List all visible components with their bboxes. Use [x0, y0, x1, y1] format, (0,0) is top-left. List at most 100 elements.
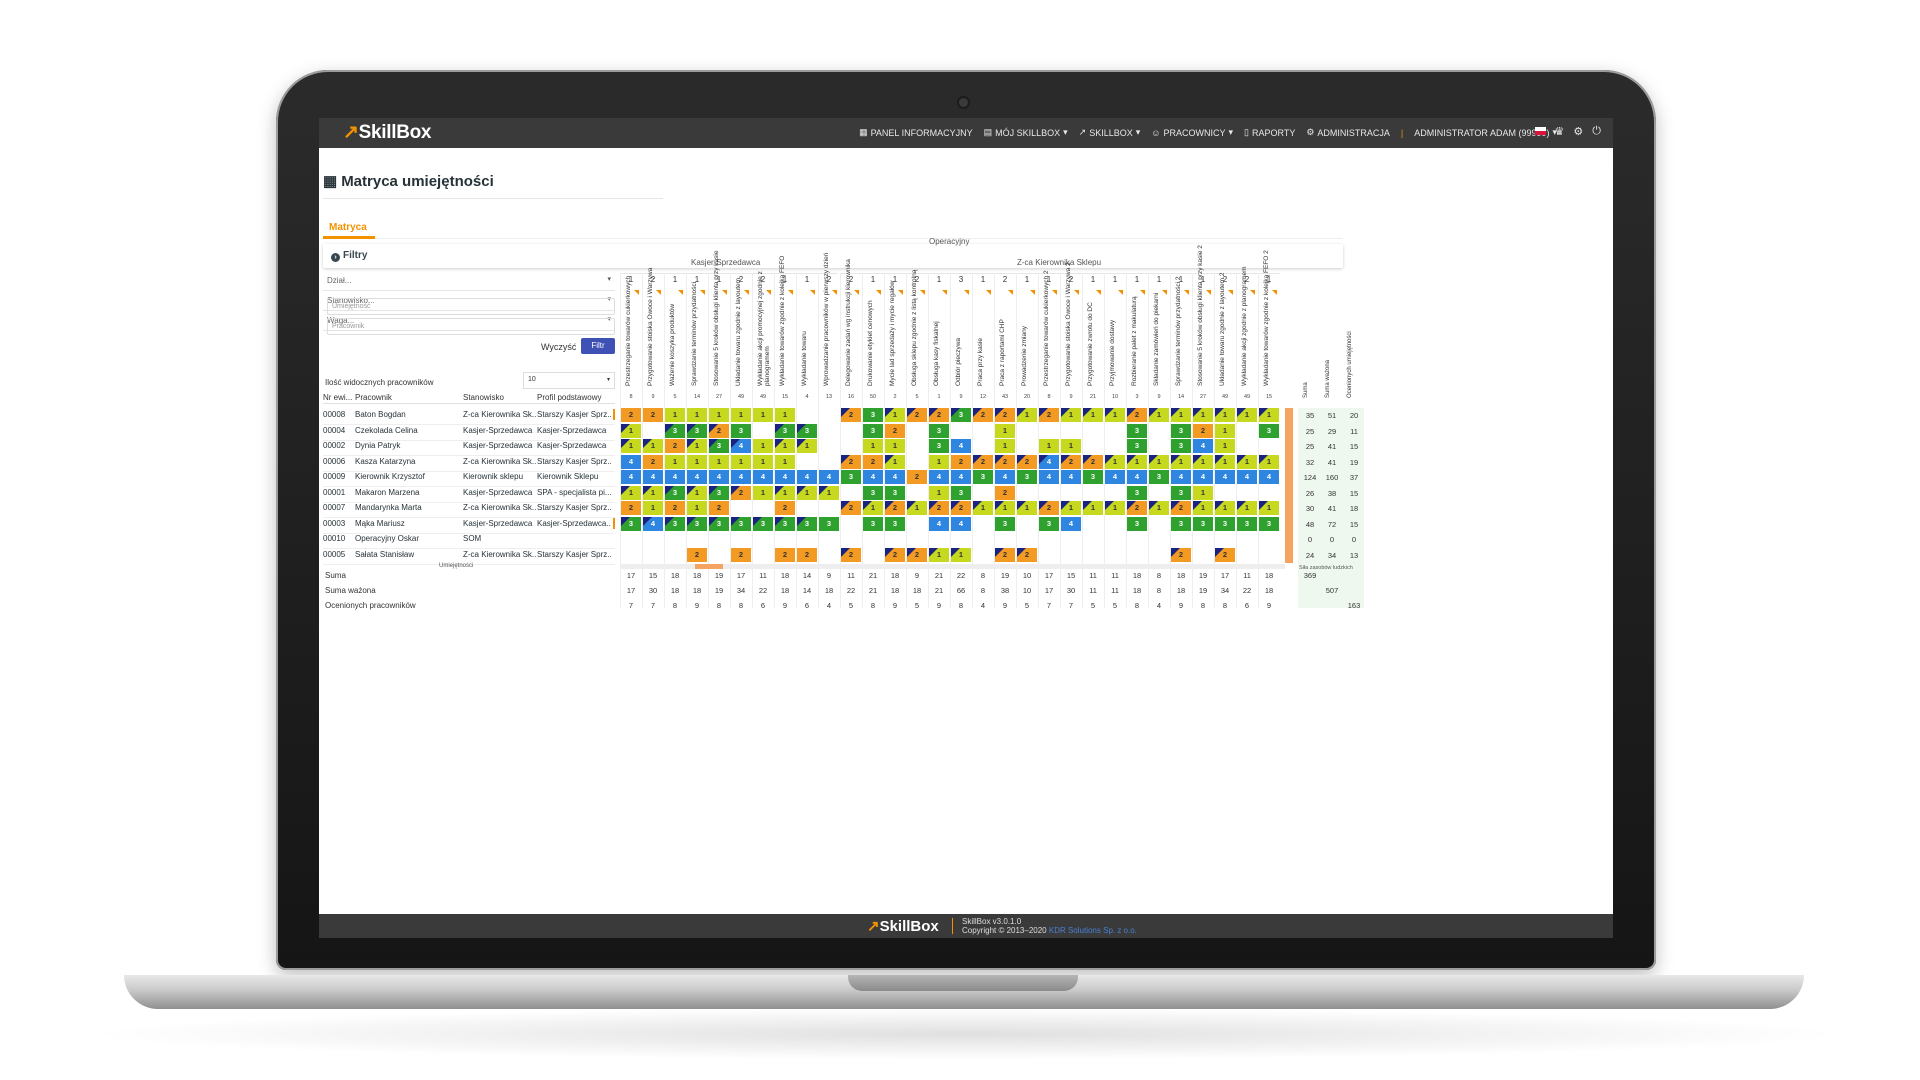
skill-cell[interactable]: 3	[929, 423, 949, 438]
skill-cell[interactable]: 2	[665, 501, 685, 515]
nav-user[interactable]: ADMINISTRATOR ADAM (99999) ▾	[1414, 127, 1557, 138]
skill-cell[interactable]: 3	[687, 516, 707, 531]
skill-cell[interactable]: 4	[1193, 439, 1213, 453]
skill-cell[interactable]: 2	[731, 485, 751, 500]
skill-cell[interactable]: 3	[863, 408, 883, 422]
employee-row[interactable]: 00010 Operacyjny Oskar SOM	[323, 529, 615, 549]
employee-row[interactable]: 00006 Kasza Katarzyna Z-ca Kierownika Sk…	[323, 452, 615, 472]
skill-name[interactable]: Przygotowanie stoiska Owoce i Warzywa 2	[1065, 262, 1072, 386]
clear-button[interactable]: Wyczyść	[541, 342, 577, 352]
skill-name[interactable]: Sprawdzanie terminów przydatności	[691, 281, 698, 386]
skill-cell[interactable]: 3	[775, 423, 795, 438]
skill-cell[interactable]: 1	[1105, 454, 1125, 469]
skill-cell[interactable]: 3	[1193, 516, 1213, 531]
skill-cell[interactable]: 4	[951, 439, 971, 453]
nav-employees[interactable]: ☺ PRACOWNICY ▾	[1151, 127, 1234, 138]
skill-name[interactable]: Przygotowanie stoiska Owoce i Warzywa	[647, 267, 654, 386]
skill-cell[interactable]: 1	[907, 501, 927, 515]
skill-cell[interactable]: 1	[1017, 408, 1037, 422]
header-position[interactable]: Stanowisko	[463, 393, 504, 402]
skillbox-logo[interactable]: ↗SkillBox	[343, 122, 432, 143]
skill-name[interactable]: Przestrzeganie towarów cukierkowych	[625, 275, 632, 386]
skill-cell[interactable]: 2	[1171, 547, 1191, 562]
skill-cell[interactable]: 2	[995, 454, 1015, 469]
skill-cell[interactable]: 3	[863, 485, 883, 500]
skill-cell[interactable]: 3	[665, 423, 685, 438]
skill-cell[interactable]: 1	[929, 485, 949, 500]
skill-cell[interactable]: 4	[1259, 470, 1279, 484]
skill-name[interactable]: Przygotowanie zwrotu do DC	[1087, 302, 1094, 386]
skill-name[interactable]: Sprawdzanie terminów przydatności 2	[1175, 276, 1182, 386]
skill-cell[interactable]: 2	[643, 454, 663, 469]
skill-cell[interactable]: 3	[1171, 439, 1191, 453]
skill-cell[interactable]: 2	[951, 501, 971, 515]
skill-cell[interactable]: 1	[731, 408, 751, 422]
skill-cell[interactable]: 3	[863, 516, 883, 531]
skill-cell[interactable]: 1	[1259, 408, 1279, 422]
skill-cell[interactable]: 1	[995, 423, 1015, 438]
skill-cell[interactable]: 1	[1039, 439, 1059, 453]
skill-cell[interactable]: 2	[841, 408, 861, 422]
skill-cell[interactable]: 1	[885, 408, 905, 422]
skill-cell[interactable]: 3	[1017, 470, 1037, 484]
skill-cell[interactable]: 1	[1193, 408, 1213, 422]
skill-cell[interactable]: 4	[951, 470, 971, 484]
skill-cell[interactable]: 1	[621, 423, 641, 438]
skill-cell[interactable]: 4	[731, 439, 751, 453]
skill-cell[interactable]: 1	[665, 454, 685, 469]
skill-cell[interactable]: 1	[665, 408, 685, 422]
skill-cell[interactable]: 1	[687, 439, 707, 453]
skill-name[interactable]: Praca przy kasie	[977, 337, 984, 386]
skill-cell[interactable]: 1	[995, 439, 1015, 453]
skill-cell[interactable]: 2	[929, 408, 949, 422]
skill-cell[interactable]: 1	[1171, 454, 1191, 469]
skill-cell[interactable]: 3	[1083, 470, 1103, 484]
skill-cell[interactable]: 4	[753, 470, 773, 484]
skill-cell[interactable]: 3	[621, 516, 641, 531]
skill-name[interactable]: Stosowanie 5 kroków obsługi klienta przy…	[1197, 245, 1204, 386]
header-profile[interactable]: Profil podstawowy	[537, 393, 602, 402]
skill-cell[interactable]: 3	[709, 485, 729, 500]
nav-my-skillbox[interactable]: ▤ MÓJ SKILLBOX ▾	[983, 127, 1068, 138]
skill-name[interactable]: Przestrzeganie towarów cukierkowych 2	[1043, 270, 1050, 386]
skill-cell[interactable]: 3	[863, 423, 883, 438]
skill-cell[interactable]: 1	[819, 485, 839, 500]
skill-cell[interactable]: 1	[929, 454, 949, 469]
skill-name[interactable]: Prowadzenie zmiany	[1021, 326, 1028, 386]
skill-cell[interactable]: 3	[995, 516, 1015, 531]
skill-cell[interactable]: 2	[995, 547, 1015, 562]
skill-cell[interactable]: 2	[841, 547, 861, 562]
skill-cell[interactable]: 2	[995, 485, 1015, 500]
skill-cell[interactable]: 1	[1149, 501, 1169, 515]
skill-cell[interactable]: 2	[885, 547, 905, 562]
skill-cell[interactable]: 4	[643, 516, 663, 531]
skill-cell[interactable]: 3	[841, 470, 861, 484]
skill-name[interactable]: Wykładanie towarów zgodnie z kolejką FEF…	[779, 255, 786, 386]
skill-cell[interactable]: 4	[1171, 470, 1191, 484]
skill-cell[interactable]: 4	[643, 470, 663, 484]
skill-cell[interactable]: 3	[665, 485, 685, 500]
skill-cell[interactable]: 1	[973, 501, 993, 515]
tab-matryca[interactable]: Matryca	[329, 222, 367, 233]
skill-cell[interactable]: 2	[973, 408, 993, 422]
skill-cell[interactable]: 1	[1105, 501, 1125, 515]
employee-row[interactable]: 00007 Mandarynka Marta Z-ca Kierownika S…	[323, 498, 615, 518]
company-link[interactable]: KDR Solutions Sp. z o.o.	[1048, 926, 1137, 935]
skill-cell[interactable]: 2	[885, 423, 905, 438]
skill-cell[interactable]: 1	[1215, 423, 1235, 438]
skill-cell[interactable]: 4	[621, 470, 641, 484]
skill-cell[interactable]: 2	[907, 408, 927, 422]
skill-cell[interactable]: 2	[775, 501, 795, 515]
skill-cell[interactable]: 1	[687, 454, 707, 469]
scrollbar-thumb[interactable]	[695, 564, 723, 569]
skill-cell[interactable]: 1	[1017, 501, 1037, 515]
skill-cell[interactable]: 2	[1193, 423, 1213, 438]
skill-cell[interactable]: 2	[665, 439, 685, 453]
logout-icon[interactable]: ⏻	[1592, 125, 1601, 137]
skill-cell[interactable]: 1	[753, 454, 773, 469]
skill-name[interactable]: Obsługa sklepu zgodnie z listą kontrolną	[911, 269, 918, 386]
flag-pl-icon[interactable]	[1534, 127, 1546, 135]
nav-skillbox[interactable]: ↗ SKILLBOX ▾	[1078, 127, 1141, 138]
skill-cell[interactable]: 3	[753, 516, 773, 531]
skill-cell[interactable]: 3	[775, 516, 795, 531]
